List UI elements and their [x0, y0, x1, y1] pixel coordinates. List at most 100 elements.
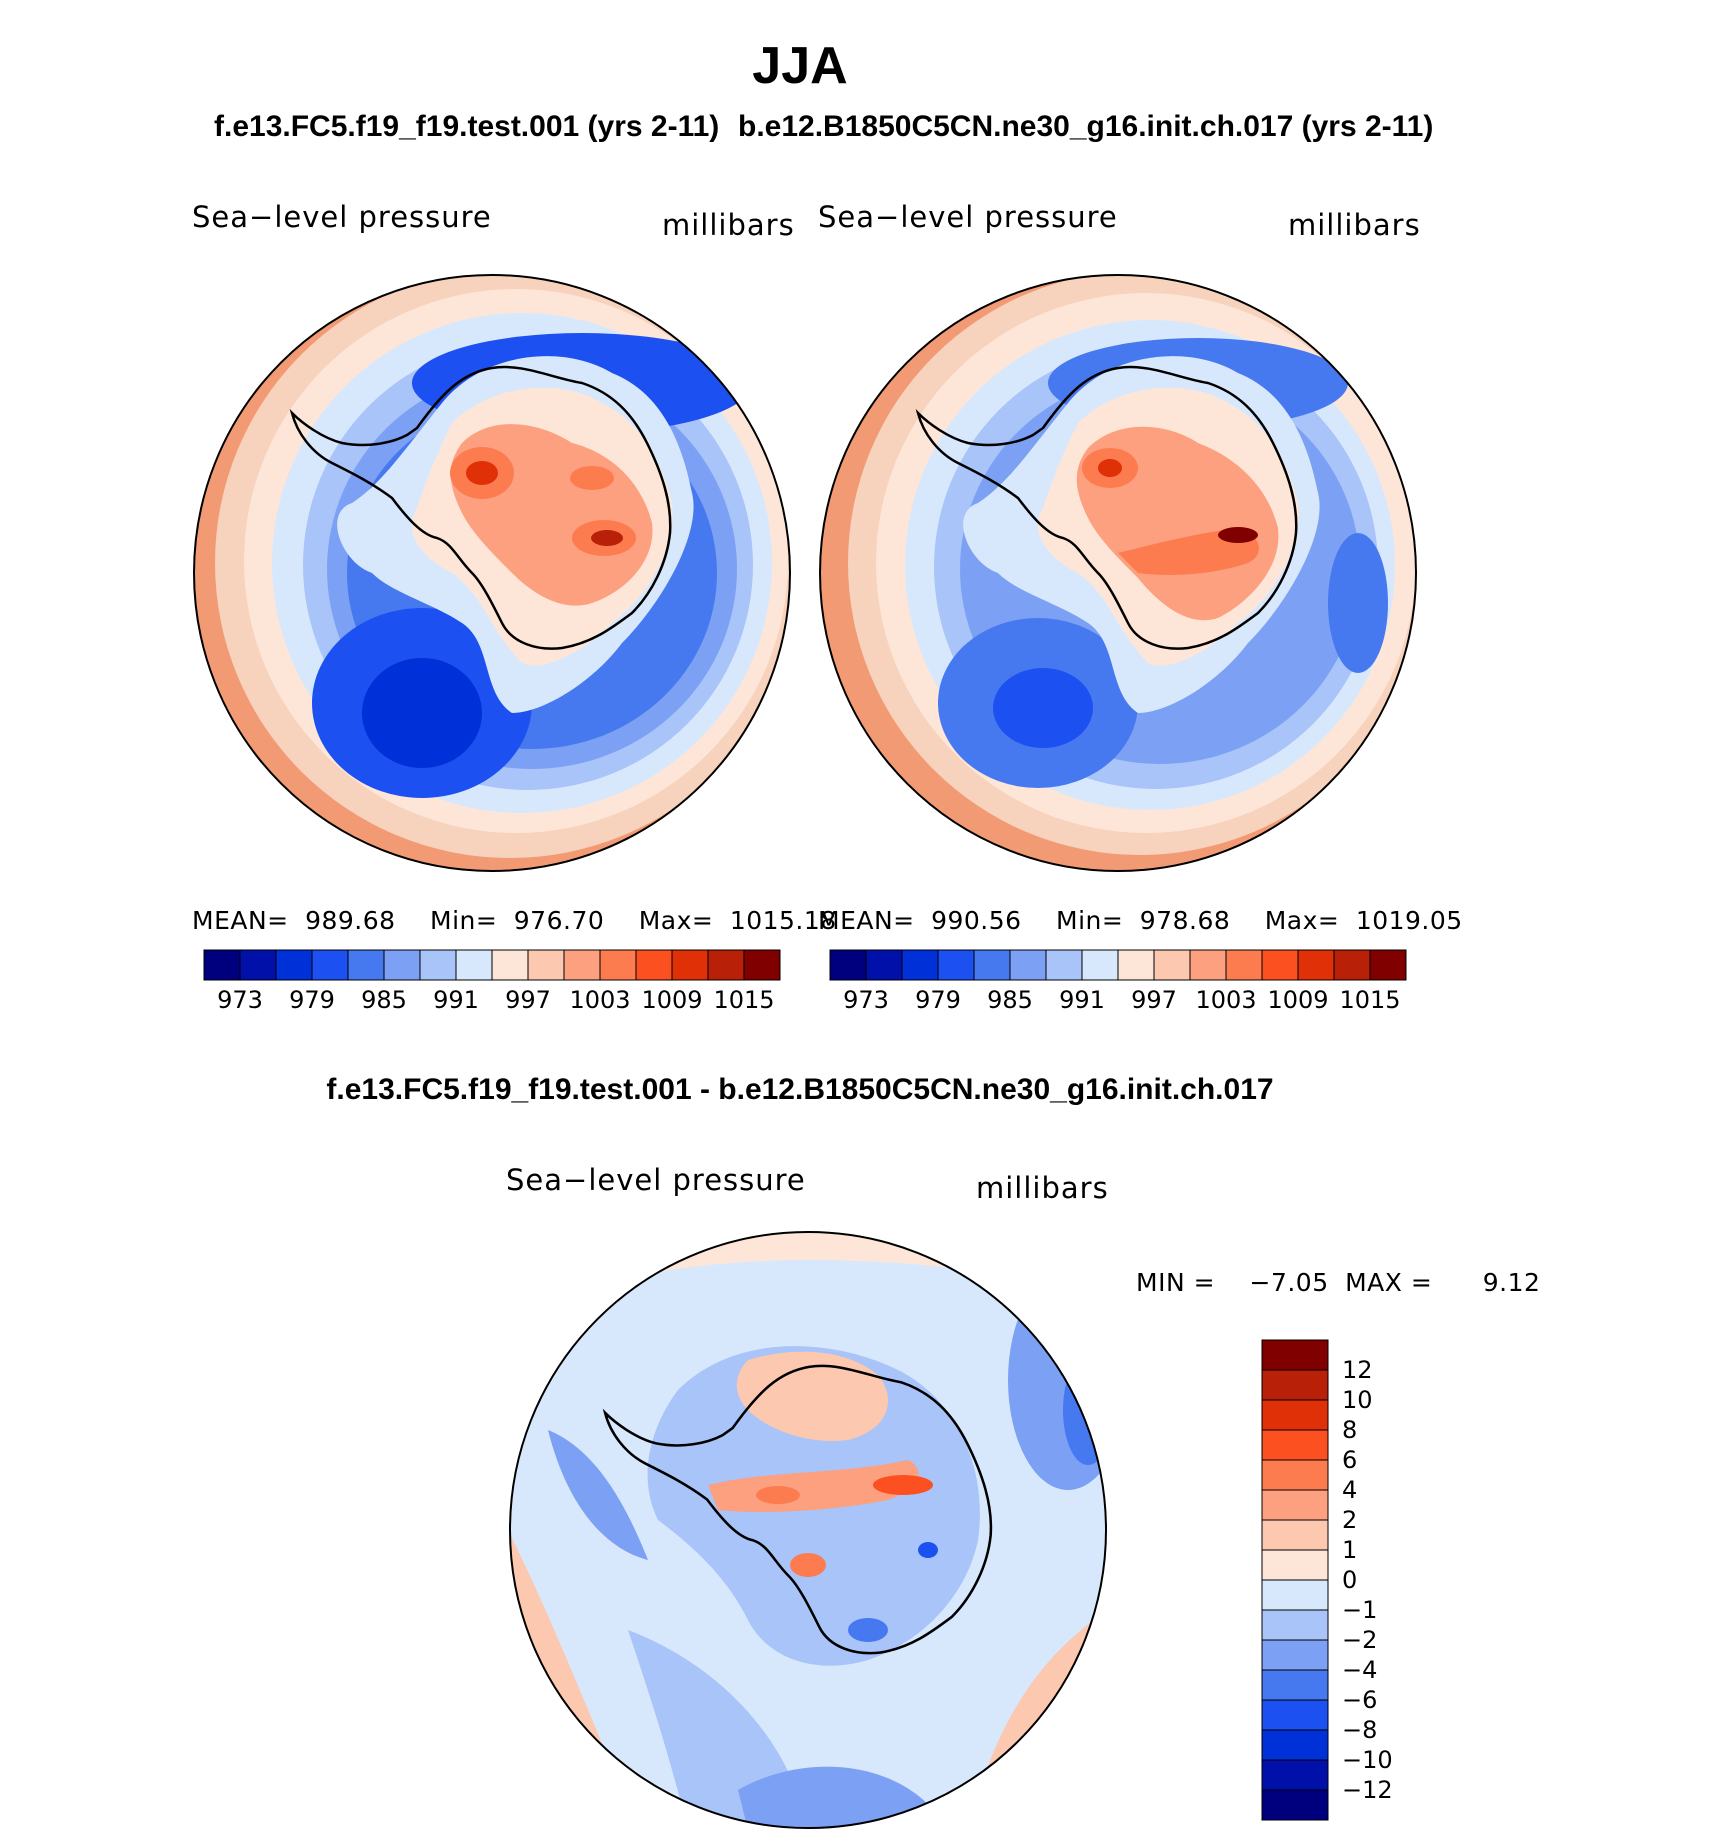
- map-outline: [193, 274, 791, 872]
- colorbar-tick-label: −8: [1342, 1716, 1377, 1744]
- colorbar-swatch: [1261, 1639, 1329, 1671]
- panel2-colorbar: 973 979 985 991 997 1003 1009 1015: [829, 949, 1407, 1014]
- min-value: 978.68: [1139, 906, 1231, 935]
- colorbar-swatch: [455, 949, 493, 981]
- colorbar-swatch: [311, 949, 349, 981]
- panel2-variable-label: Sea−level pressure: [818, 200, 1118, 234]
- max-value: 9.12: [1482, 1268, 1541, 1297]
- colorbar-tick-label: 979: [915, 986, 961, 1014]
- antarctica-hot-5: [570, 466, 614, 490]
- colorbar-swatch: [1333, 949, 1371, 981]
- diff-blue-sw: [548, 1430, 648, 1560]
- colorbar-swatch: [1261, 1339, 1329, 1371]
- colorbar-tick-label: 985: [361, 986, 407, 1014]
- diff-land-warm-north: [736, 1351, 888, 1441]
- max-value: 1019.05: [1355, 906, 1463, 935]
- coastline: [602, 1364, 993, 1655]
- colorbar-tick-label: −1: [1342, 1596, 1377, 1624]
- colorbar-swatch: [937, 949, 975, 981]
- colorbar-swatch: [1261, 1669, 1329, 1701]
- colorbar-swatch: [275, 949, 313, 981]
- colorbar-tick-label: 4: [1342, 1476, 1357, 1504]
- colorbar-tick-label: 1015: [713, 986, 774, 1014]
- colorbar-tick-label: 985: [987, 986, 1033, 1014]
- colorbar-swatch: [599, 949, 637, 981]
- colorbar-swatch: [203, 949, 241, 981]
- colorbar-swatch: [1261, 1549, 1329, 1581]
- colorbar-tick-label: −10: [1342, 1746, 1393, 1774]
- min-label: MIN =: [1136, 1268, 1216, 1297]
- colorbar-tick-label: 1015: [1339, 986, 1400, 1014]
- colorbar-tick-label: 979: [289, 986, 335, 1014]
- colorbar-tick-label: 991: [433, 986, 479, 1014]
- colorbar-tick-label: 991: [1059, 986, 1105, 1014]
- colorbar-swatch: [1261, 1789, 1329, 1821]
- diff-variable-label: Sea−level pressure: [506, 1163, 806, 1197]
- colorbar-swatch: [563, 949, 601, 981]
- min-value: −7.05: [1249, 1268, 1329, 1297]
- low-center-1: [362, 658, 482, 768]
- colorbar-swatch: [1117, 949, 1155, 981]
- diff-units-label: millibars: [976, 1171, 1109, 1205]
- diff-heading: f.e13.FC5.f19_f19.test.001 - b.e12.B1850…: [326, 1073, 1274, 1106]
- colorbar-swatch: [491, 949, 529, 981]
- panel2-map: [819, 274, 1417, 872]
- colorbar-swatch: [1261, 949, 1299, 981]
- panel1-map: [193, 274, 791, 872]
- colorbar-swatch: [1261, 1369, 1329, 1401]
- colorbar-tick-label: 997: [1131, 986, 1177, 1014]
- colorbar-swatch: [1261, 1729, 1329, 1761]
- colorbar-swatch: [829, 949, 867, 981]
- map-outline: [819, 274, 1417, 872]
- antarctica-hot-4: [591, 530, 623, 546]
- diff-land-hot-1: [873, 1475, 933, 1495]
- max-label: Max=: [1264, 906, 1340, 935]
- colorbar-swatch: [1261, 1699, 1329, 1731]
- colorbar-swatch: [1009, 949, 1047, 981]
- low-core-3: [1328, 533, 1388, 673]
- mean-label: MEAN=: [818, 906, 915, 935]
- colorbar-swatch: [1369, 949, 1407, 981]
- colorbar-swatch: [1261, 1399, 1329, 1431]
- colorbar-swatch: [1261, 1609, 1329, 1641]
- colorbar-swatch: [671, 949, 709, 981]
- colorbar-tick-label: 973: [217, 986, 263, 1014]
- colorbar-tick-label: 1003: [569, 986, 630, 1014]
- mean-value: 990.56: [931, 906, 1022, 935]
- diff-stats: MIN = −7.05 MAX = 9.12: [1136, 1268, 1540, 1297]
- diff-blue-1: [1008, 1270, 1106, 1490]
- colorbar-tick-label: 973: [843, 986, 889, 1014]
- antarctica-hot-2: [1098, 459, 1122, 477]
- diff-blue-2: [1063, 1355, 1106, 1465]
- colorbar-tick-label: 12: [1342, 1356, 1373, 1384]
- low-center-1: [993, 668, 1093, 748]
- colorbar-swatch: [527, 949, 565, 981]
- antarctica-hot-4: [1218, 527, 1258, 543]
- panel2-heading: b.e12.B1850C5CN.ne30_g16.init.ch.017 (yr…: [738, 110, 1434, 143]
- max-label: Max=: [638, 906, 714, 935]
- colorbar-tick-label: 6: [1342, 1446, 1357, 1474]
- colorbar-swatch: [1261, 1459, 1329, 1491]
- diff-map: [509, 1231, 1107, 1829]
- colorbar-tick-label: 997: [505, 986, 551, 1014]
- map-outline: [509, 1231, 1107, 1829]
- colorbar-swatch: [1261, 1759, 1329, 1791]
- coastline: [915, 365, 1298, 650]
- colorbar-tick-label: 2: [1342, 1506, 1357, 1534]
- colorbar-swatch: [239, 949, 277, 981]
- colorbar-swatch: [347, 949, 385, 981]
- diff-land-hot-2: [756, 1486, 800, 1504]
- panel2-stats: MEAN= 990.56 Min= 978.68 Max= 1019.05: [818, 906, 1463, 935]
- colorbar-swatch: [1297, 949, 1335, 981]
- colorbar-swatch: [1261, 1519, 1329, 1551]
- panel1-heading: f.e13.FC5.f19_f19.test.001 (yrs 2-11): [214, 110, 720, 143]
- colorbar-tick-label: 10: [1342, 1386, 1373, 1414]
- diff-land-cold-2: [918, 1542, 938, 1558]
- figure-title: JJA: [752, 37, 848, 95]
- colorbar-tick-label: −6: [1342, 1686, 1377, 1714]
- colorbar-swatch: [383, 949, 421, 981]
- colorbar-swatch: [1153, 949, 1191, 981]
- colorbar-swatch: [707, 949, 745, 981]
- panel1-units-label: millibars: [662, 208, 795, 242]
- max-label: MAX =: [1345, 1268, 1433, 1297]
